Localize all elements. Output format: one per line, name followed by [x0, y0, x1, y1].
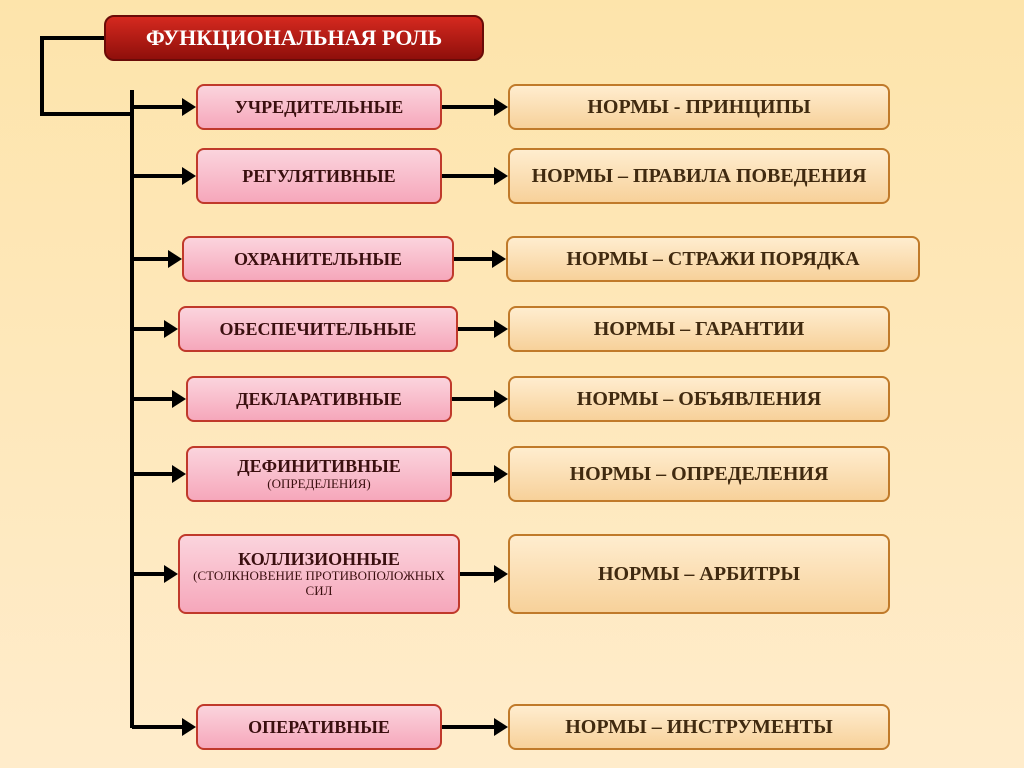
arrow-mid-row-5-line [452, 472, 494, 476]
trunk-sub [130, 90, 134, 728]
arrow-trunk-row-3-head [164, 320, 178, 338]
connector-main-title [40, 36, 104, 40]
arrow-mid-row-1-line [442, 174, 494, 178]
category-label: ДЕФИНИТИВНЫЕ [237, 456, 401, 477]
arrow-trunk-row-1-line [132, 174, 182, 178]
arrow-mid-row-4-head [494, 390, 508, 408]
connector-main-sub [40, 112, 134, 116]
arrow-trunk-row-7-line [132, 725, 182, 729]
norm-box-6: НОРМЫ – АРБИТРЫ [508, 534, 890, 614]
title-box: ФУНКЦИОНАЛЬНАЯ РОЛЬ [104, 15, 484, 61]
category-label: РЕГУЛЯТИВНЫЕ [242, 166, 395, 187]
category-sublabel: (СТОЛКНОВЕНИЕ ПРОТИВОПОЛОЖНЫХ СИЛ [186, 569, 452, 599]
arrow-trunk-row-0-line [132, 105, 182, 109]
category-box-7: ОПЕРАТИВНЫЕ [196, 704, 442, 750]
arrow-trunk-row-4-line [132, 397, 172, 401]
arrow-trunk-row-2-line [132, 257, 168, 261]
arrow-trunk-row-6-head [164, 565, 178, 583]
arrow-mid-row-0-head [494, 98, 508, 116]
category-box-2: ОХРАНИТЕЛЬНЫЕ [182, 236, 454, 282]
category-box-4: ДЕКЛАРАТИВНЫЕ [186, 376, 452, 422]
diagram-canvas: ФУНКЦИОНАЛЬНАЯ РОЛЬ УЧРЕДИТЕЛЬНЫЕ НОРМЫ - … [0, 0, 1024, 768]
arrow-trunk-row-0-head [182, 98, 196, 116]
norm-box-1: НОРМЫ – ПРАВИЛА ПОВЕДЕНИЯ [508, 148, 890, 204]
arrow-mid-row-1-head [494, 167, 508, 185]
arrow-mid-row-3-line [458, 327, 494, 331]
norm-box-5: НОРМЫ – ОПРЕДЕЛЕНИЯ [508, 446, 890, 502]
arrow-trunk-row-2-head [168, 250, 182, 268]
arrow-trunk-row-7-head [182, 718, 196, 736]
arrow-trunk-row-3-line [132, 327, 164, 331]
category-box-5: ДЕФИНИТИВНЫЕ(ОПРЕДЕЛЕНИЯ) [186, 446, 452, 502]
arrow-mid-row-5-head [494, 465, 508, 483]
arrow-mid-row-6-head [494, 565, 508, 583]
arrow-mid-row-3-head [494, 320, 508, 338]
category-label: КОЛЛИЗИОННЫЕ [238, 549, 400, 570]
arrow-trunk-row-6-line [132, 572, 164, 576]
category-box-6: КОЛЛИЗИОННЫЕ(СТОЛКНОВЕНИЕ ПРОТИВОПОЛОЖНЫ… [178, 534, 460, 614]
arrow-mid-row-7-line [442, 725, 494, 729]
arrow-trunk-row-5-line [132, 472, 172, 476]
arrow-trunk-row-1-head [182, 167, 196, 185]
arrow-mid-row-0-line [442, 105, 494, 109]
category-box-0: УЧРЕДИТЕЛЬНЫЕ [196, 84, 442, 130]
category-label: ОХРАНИТЕЛЬНЫЕ [234, 249, 402, 270]
arrow-mid-row-2-head [492, 250, 506, 268]
category-box-1: РЕГУЛЯТИВНЫЕ [196, 148, 442, 204]
category-label: ОПЕРАТИВНЫЕ [248, 717, 390, 738]
category-label: ОБЕСПЕЧИТЕЛЬНЫЕ [220, 319, 417, 340]
arrow-trunk-row-4-head [172, 390, 186, 408]
norm-box-4: НОРМЫ – ОБЪЯВЛЕНИЯ [508, 376, 890, 422]
category-box-3: ОБЕСПЕЧИТЕЛЬНЫЕ [178, 306, 458, 352]
arrow-mid-row-7-head [494, 718, 508, 736]
category-label: ДЕКЛАРАТИВНЫЕ [236, 389, 402, 410]
arrow-mid-row-4-line [452, 397, 494, 401]
arrow-mid-row-2-line [454, 257, 492, 261]
norm-box-2: НОРМЫ – СТРАЖИ ПОРЯДКА [506, 236, 920, 282]
category-label: УЧРЕДИТЕЛЬНЫЕ [235, 97, 404, 118]
trunk-main [40, 36, 44, 116]
norm-box-3: НОРМЫ – ГАРАНТИИ [508, 306, 890, 352]
arrow-mid-row-6-line [460, 572, 494, 576]
norm-box-7: НОРМЫ – ИНСТРУМЕНТЫ [508, 704, 890, 750]
arrow-trunk-row-5-head [172, 465, 186, 483]
category-sublabel: (ОПРЕДЕЛЕНИЯ) [267, 477, 370, 492]
norm-box-0: НОРМЫ - ПРИНЦИПЫ [508, 84, 890, 130]
